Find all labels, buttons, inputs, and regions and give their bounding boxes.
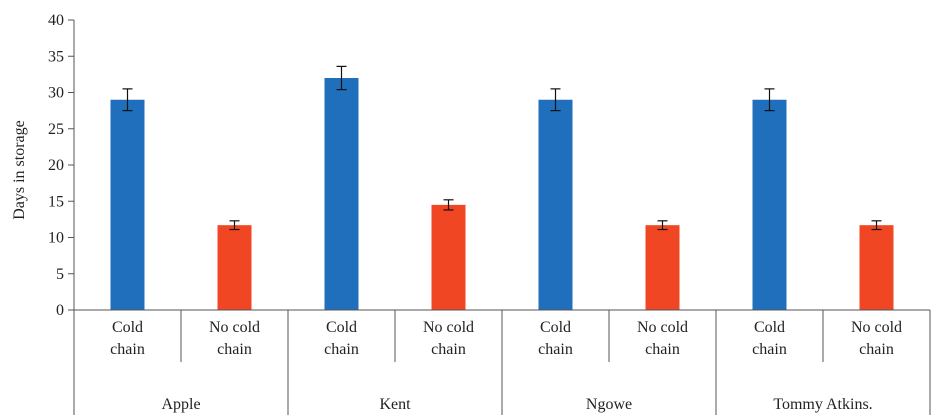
bar bbox=[217, 225, 252, 310]
x-group-label: Apple bbox=[161, 396, 200, 413]
x-category-label-line: No cold bbox=[637, 319, 688, 336]
bar bbox=[431, 204, 466, 310]
y-tick-label: 30 bbox=[48, 85, 64, 102]
x-category-label: No cold chain bbox=[851, 319, 902, 358]
y-tick-label: 35 bbox=[48, 48, 64, 65]
x-category-label-line: chain bbox=[110, 341, 145, 358]
y-tick-label: 20 bbox=[48, 157, 64, 174]
x-category-label: Cold chain bbox=[324, 319, 359, 358]
x-group-label: Ngowe bbox=[586, 396, 632, 413]
x-category-label: Cold chain bbox=[110, 319, 145, 358]
x-category-label-line: chain bbox=[538, 341, 573, 358]
bar bbox=[645, 225, 680, 310]
x-category-label: No cold chain bbox=[423, 319, 474, 358]
x-category-label-line: chain bbox=[217, 341, 252, 358]
bar bbox=[324, 78, 359, 310]
x-category-label-line: chain bbox=[431, 341, 466, 358]
y-tick-label: 25 bbox=[48, 121, 64, 138]
x-category-label-line: Cold bbox=[326, 319, 357, 336]
x-category-label-line: Cold bbox=[112, 319, 143, 336]
x-category-label-line: Cold bbox=[754, 319, 785, 336]
y-axis-title: Days in storage bbox=[11, 120, 28, 220]
x-category-label: Cold chain bbox=[752, 319, 787, 358]
bar bbox=[538, 99, 573, 310]
y-tick-label: 0 bbox=[56, 302, 64, 319]
x-category-label-line: No cold bbox=[851, 319, 902, 336]
x-category-label: No cold chain bbox=[209, 319, 260, 358]
x-category-label-line: No cold bbox=[423, 319, 474, 336]
x-group-label: Tommy Atkins. bbox=[773, 396, 872, 413]
x-category-label-line: chain bbox=[859, 341, 894, 358]
y-tick-label: 15 bbox=[48, 193, 64, 210]
x-category-label: No cold chain bbox=[637, 319, 688, 358]
bar bbox=[859, 225, 894, 310]
x-category-label-line: No cold bbox=[209, 319, 260, 336]
x-category-label: Cold chain bbox=[538, 319, 573, 358]
bar bbox=[752, 99, 787, 310]
y-tick-label: 5 bbox=[56, 266, 64, 283]
x-category-label-line: Cold bbox=[540, 319, 571, 336]
x-category-label-line: chain bbox=[645, 341, 680, 358]
y-axis: 0 5 10 15 20 25 30 35 40 bbox=[48, 12, 75, 319]
x-category-label-line: chain bbox=[324, 341, 359, 358]
y-tick-label: 40 bbox=[48, 12, 64, 29]
x-category-label-line: chain bbox=[752, 341, 787, 358]
bars-layer bbox=[110, 65, 894, 310]
x-group-label: Kent bbox=[379, 396, 411, 413]
y-tick-label: 10 bbox=[48, 230, 64, 247]
bar bbox=[110, 99, 145, 310]
